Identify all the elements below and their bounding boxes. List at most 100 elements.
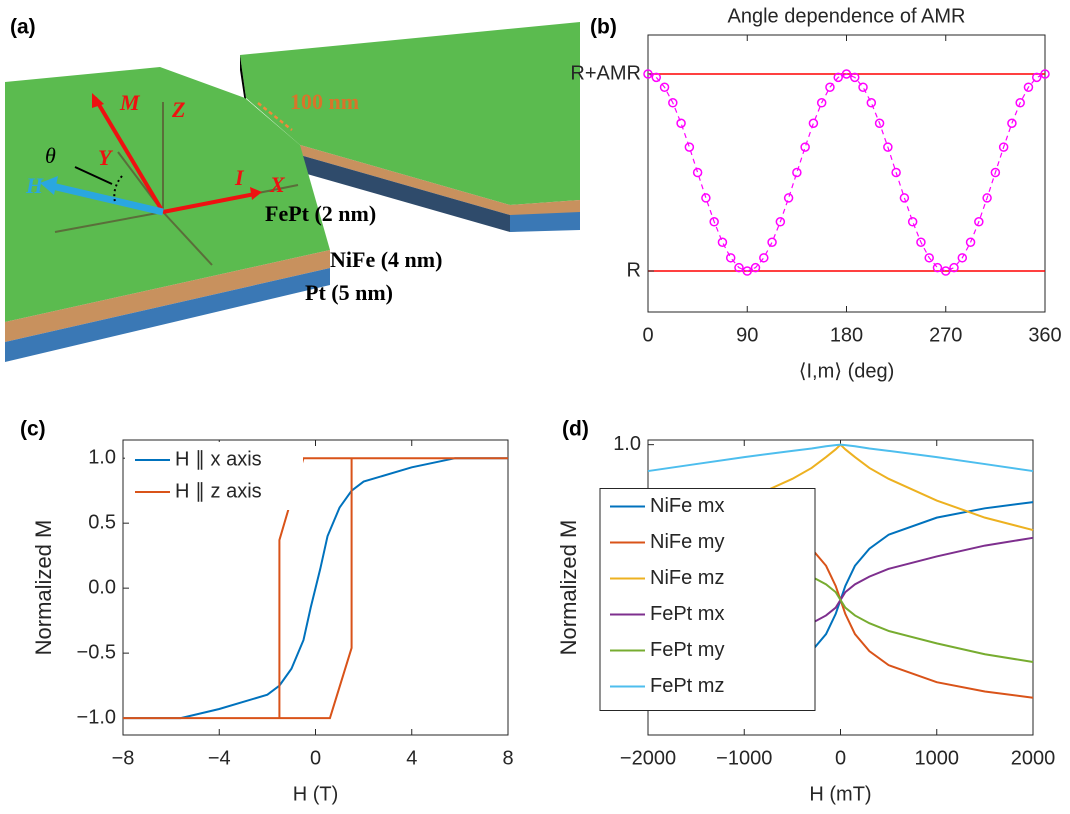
x-tick-label: 180	[830, 324, 863, 346]
x-axis-label: H (mT)	[809, 783, 871, 805]
legend-label: NiFe mz	[650, 567, 724, 589]
x-tick-label: 2000	[1011, 747, 1056, 769]
data-point	[1031, 72, 1042, 83]
data-point	[866, 98, 877, 108]
x-tick-label: 90	[736, 324, 758, 346]
data-point	[643, 69, 653, 79]
label-m: M	[119, 90, 141, 115]
x-tick-label: −1000	[716, 747, 772, 769]
series-line	[123, 457, 508, 720]
legend-label: H ∥ x axis	[175, 448, 262, 470]
data-point	[850, 72, 860, 83]
data-point	[932, 262, 943, 273]
x-tick-label: 8	[502, 747, 513, 769]
series-line	[647, 443, 1034, 473]
slab-edge	[240, 55, 246, 110]
layer-nife-right	[300, 145, 510, 215]
x-axis-label: ⟨I,m⟩ (deg)	[799, 360, 895, 382]
panel-label: (c)	[20, 418, 46, 441]
data-point	[775, 217, 786, 227]
legend-box	[125, 442, 303, 510]
data-point	[742, 266, 752, 276]
label-theta: θ	[45, 143, 56, 168]
legend-label: NiFe my	[650, 531, 724, 553]
data-point	[833, 72, 843, 83]
x-tick-label: −2000	[620, 747, 676, 769]
theta-pointer	[74, 166, 113, 185]
x-tick-label: 270	[929, 324, 962, 346]
m-arrow	[93, 96, 165, 214]
legend-label: FePt my	[650, 639, 724, 661]
chart-title: Angle dependence of AMR	[728, 5, 966, 27]
panel-label: (b)	[590, 16, 617, 39]
data-point	[783, 193, 794, 203]
data-point	[692, 167, 703, 178]
y-tick-label: 0.0	[88, 576, 116, 598]
y-tick-label: −0.5	[77, 641, 116, 663]
data-point	[800, 142, 810, 152]
arrowhead	[92, 93, 104, 108]
y-axis-label: Normalized M	[556, 520, 581, 656]
h-arrow	[51, 182, 164, 216]
x-tick-label: 4	[406, 747, 417, 769]
data-point	[792, 167, 802, 178]
data-point	[717, 237, 728, 248]
x-axis-label: H (T)	[293, 783, 339, 805]
layer-nife-left	[5, 250, 330, 342]
data-point	[874, 118, 885, 129]
data-point	[725, 253, 736, 263]
label-y: Y	[98, 145, 114, 170]
slab-top-left	[5, 67, 330, 322]
data-point	[965, 237, 976, 248]
legend-label: H ∥ z axis	[175, 480, 262, 502]
layer-pt-left	[5, 268, 330, 362]
y-tick-label: 1.0	[613, 433, 641, 455]
x-tick-label: 1000	[915, 747, 960, 769]
y-tick-label: R	[627, 259, 641, 281]
plot-area	[647, 34, 1046, 313]
data-point	[759, 253, 769, 263]
x-tick-label: −4	[208, 747, 231, 769]
arrowhead	[250, 187, 262, 200]
data-point	[998, 142, 1009, 152]
data-point	[734, 262, 744, 273]
panel-label: (d)	[562, 418, 589, 441]
data-point	[941, 266, 951, 276]
series-line	[123, 457, 508, 720]
layer-pt-right	[300, 155, 510, 232]
data-point	[750, 262, 761, 273]
legend-label: FePt mz	[650, 675, 724, 697]
x-tick-label: 0	[835, 747, 846, 769]
label-fept: FePt (2 nm)	[265, 201, 376, 226]
label-gap: 100 nm	[290, 89, 359, 114]
legend: NiFe mx NiFe my NiFe mz FePt mx FePt my FePt …	[599, 488, 816, 711]
data-point	[974, 217, 984, 227]
x-tick-label: 0	[310, 747, 321, 769]
y-axis-label: Normalized M	[31, 520, 56, 656]
i-arrow	[162, 192, 256, 214]
y-tick-label: R+AMR	[570, 62, 641, 84]
series-line	[647, 73, 1046, 272]
data-point	[1015, 98, 1025, 108]
data-point	[858, 82, 868, 92]
data-point	[701, 193, 711, 203]
slab-top-right	[240, 22, 580, 205]
label-i: I	[234, 165, 245, 190]
schematic: (a) M Z θ Y I X H 100 nm FePt (2 nm) NiF…	[5, 16, 580, 362]
data-point	[924, 253, 934, 263]
data-point	[668, 98, 678, 108]
data-point	[957, 253, 968, 263]
data-point	[651, 72, 662, 83]
data-point	[1023, 82, 1034, 92]
legend-label: NiFe mx	[650, 495, 724, 517]
y-tick-label: 1.0	[88, 446, 116, 468]
label-pt: Pt (5 nm)	[305, 280, 393, 305]
label-h: H	[25, 173, 44, 198]
gap-marker	[257, 102, 293, 131]
axis-line	[54, 211, 164, 233]
y-tick-label: 0.5	[88, 511, 116, 533]
data-point	[916, 237, 926, 248]
data-point	[709, 217, 719, 227]
data-point	[899, 193, 910, 203]
